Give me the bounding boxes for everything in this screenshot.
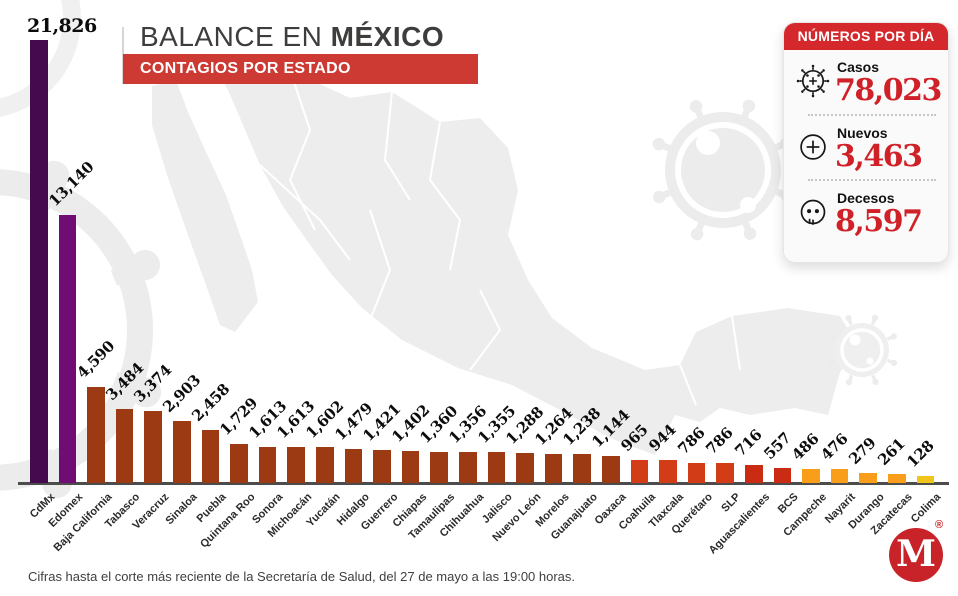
bar-sonora bbox=[258, 446, 277, 483]
bar-bcs bbox=[773, 467, 792, 483]
bar-michoac-n bbox=[287, 446, 305, 483]
subtitle-banner: CONTAGIOS POR ESTADO bbox=[123, 54, 478, 84]
bar-coahuila bbox=[630, 459, 649, 483]
skull-icon bbox=[796, 195, 830, 234]
stat-label: Nuevos bbox=[837, 124, 888, 141]
stat-row-casos: Casos 78,023 bbox=[784, 50, 948, 107]
bar-cdmx bbox=[30, 40, 48, 483]
bar-veracruz bbox=[144, 411, 162, 483]
bar-oaxaca bbox=[602, 456, 620, 483]
bar-morelos bbox=[544, 453, 563, 483]
stat-row-nuevos: Nuevos 3,463 bbox=[784, 116, 948, 173]
bar-tlaxcala bbox=[659, 460, 677, 483]
title-bold: MÉXICO bbox=[330, 21, 445, 52]
virus-decoration-large bbox=[651, 98, 795, 242]
stat-row-decesos: Decesos 8,597 bbox=[784, 181, 948, 238]
bar-durango bbox=[859, 473, 877, 483]
bar-tabasco bbox=[115, 408, 134, 483]
bar-puebla bbox=[201, 429, 220, 483]
x-axis-line bbox=[18, 482, 949, 485]
stat-value: 78,023 bbox=[835, 73, 942, 108]
milenio-logo: M ® bbox=[889, 519, 943, 582]
stat-label: Casos bbox=[837, 59, 880, 75]
bar-zacatecas bbox=[888, 473, 906, 483]
bar-colima bbox=[916, 476, 935, 483]
bar-baja-california bbox=[87, 386, 105, 483]
mexico-map-silhouette bbox=[152, 69, 858, 455]
stat-label: Decesos bbox=[837, 190, 895, 207]
bar-quintana-roo bbox=[230, 444, 248, 483]
virus-ring-decoration bbox=[0, 169, 153, 491]
subtitle-text: CONTAGIOS POR ESTADO bbox=[140, 60, 351, 77]
bar-chihuahua bbox=[459, 451, 477, 483]
plus-icon bbox=[796, 130, 830, 169]
bar-hidalgo bbox=[344, 449, 363, 483]
bar-guerrero bbox=[373, 450, 391, 483]
panel-stats: Casos 78,023 Nuevos 3,463 Decesos 8,597 bbox=[784, 50, 948, 238]
stat-text: Decesos 8,597 bbox=[835, 188, 923, 240]
bar-jalisco bbox=[487, 451, 506, 483]
bar-tamaulipas bbox=[430, 451, 448, 483]
registered-mark: ® bbox=[935, 519, 944, 531]
stat-divider bbox=[808, 113, 936, 116]
bar-quer-taro bbox=[687, 463, 706, 483]
stat-text: Casos 78,023 bbox=[835, 57, 942, 108]
stat-divider bbox=[808, 179, 936, 182]
stat-value: 3,463 bbox=[835, 138, 923, 174]
bar-campeche bbox=[802, 469, 820, 483]
page-title: BALANCE EN MÉXICO bbox=[140, 21, 444, 53]
virus-decoration-small bbox=[824, 312, 900, 388]
bar-value-label: 21,826 bbox=[27, 15, 97, 38]
bar-guanajuato bbox=[573, 454, 591, 483]
virus-icon bbox=[796, 64, 830, 103]
logo-letter: M bbox=[896, 532, 936, 575]
numbers-panel: NÚMEROS POR DÍA Casos 78,023 Nuevos 3,463 … bbox=[783, 22, 949, 263]
source-note: Cifras hasta el corte más reciente de la… bbox=[28, 569, 576, 584]
bar-edomex bbox=[58, 214, 77, 483]
panel-title: NÚMEROS POR DÍA bbox=[784, 23, 948, 50]
stat-value: 8,597 bbox=[835, 204, 923, 240]
bar-slp bbox=[716, 463, 734, 483]
bar-aguascalientes bbox=[745, 464, 763, 483]
bar-nuevo-le-n bbox=[516, 453, 534, 483]
bar-yucat-n bbox=[316, 446, 334, 483]
bar-sinaloa bbox=[173, 420, 191, 483]
stat-text: Nuevos 3,463 bbox=[835, 123, 923, 174]
title-regular: BALANCE EN bbox=[140, 21, 331, 52]
bar-chiapas bbox=[401, 450, 420, 483]
bar-nayarit bbox=[830, 469, 849, 483]
